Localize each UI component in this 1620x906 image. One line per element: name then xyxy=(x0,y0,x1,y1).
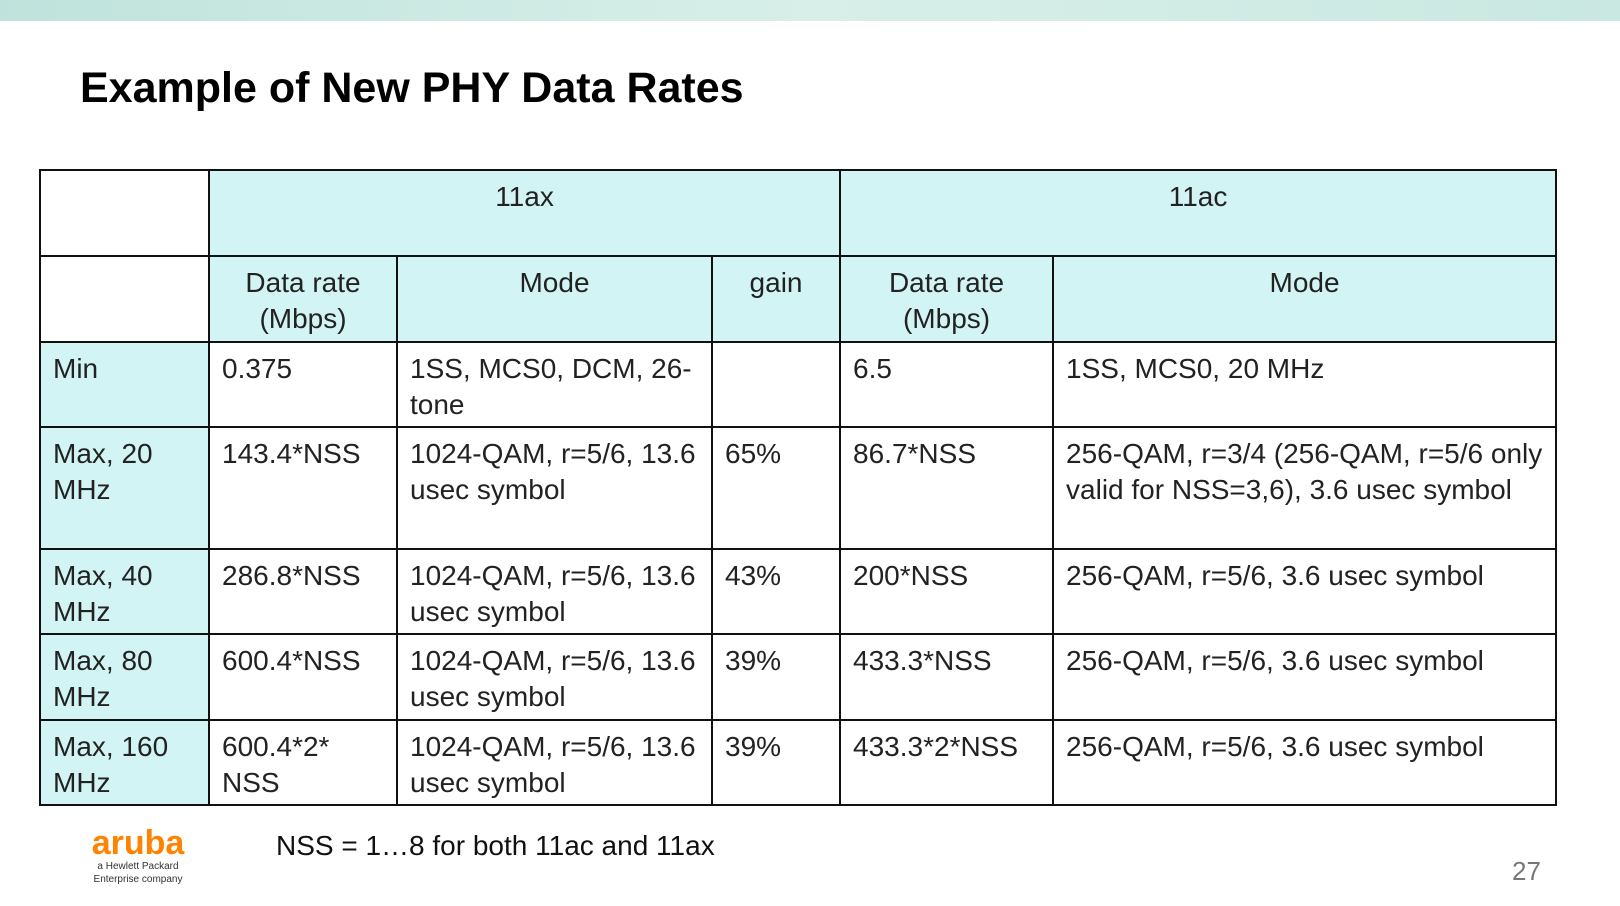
table-cell: 433.3*NSS xyxy=(839,633,1055,721)
page-number: 27 xyxy=(1512,856,1541,886)
table-cell: 1024-QAM, r=5/6, 13.6 usec symbol xyxy=(396,719,713,806)
table-cell: 256-QAM, r=5/6, 3.6 usec symbol xyxy=(1052,548,1558,635)
table-cell: 1024-QAM, r=5/6, 13.6 usec symbol xyxy=(396,633,713,721)
table-cell: Data rate (Mbps) xyxy=(208,255,398,343)
table-cell: 600.4*NSS xyxy=(208,633,398,721)
table-cell: 1024-QAM, r=5/6, 13.6 usec symbol xyxy=(396,548,713,635)
rates-table: 11ax 11ac Data rate (Mbps) Mode gain Data rat… xyxy=(39,169,1558,806)
logo: aruba a Hewlett Packard Enterprise compa… xyxy=(78,826,198,886)
table-cell: 39% xyxy=(710,633,842,721)
table-cell: Max, 160 MHz xyxy=(39,719,210,806)
table-cell xyxy=(710,341,842,428)
table-cell: 86.7*NSS xyxy=(839,426,1055,550)
table-cell: Max, 20 MHz xyxy=(39,426,210,550)
table-cell: Min xyxy=(39,341,210,428)
footnote: NSS = 1…8 for both 11ac and 11ax xyxy=(276,830,715,861)
table-cell: 600.4*2* NSS xyxy=(208,719,398,806)
table-row: Max, 160 MHz 600.4*2* NSS 1024-QAM, r=5/6,… xyxy=(39,719,1558,806)
table-row: Data rate (Mbps) Mode gain Data rate (Mbps)… xyxy=(39,255,1558,343)
table-cell: 433.3*2*NSS xyxy=(839,719,1055,806)
table-cell: 11ax xyxy=(207,169,842,257)
table-row: 11ax 11ac xyxy=(39,169,1558,257)
table-cell xyxy=(39,255,210,343)
top-bar xyxy=(0,0,1620,21)
table-cell: 256-QAM, r=3/4 (256-QAM, r=5/6 only vali… xyxy=(1052,426,1558,550)
table-cell: Max, 80 MHz xyxy=(39,633,210,721)
table-cell: 65% xyxy=(710,426,842,550)
table-row: Max, 40 MHz 286.8*NSS 1024-QAM, r=5/6, 13.… xyxy=(39,548,1558,635)
table-cell: Max, 40 MHz xyxy=(39,548,210,635)
table-cell: 6.5 xyxy=(839,341,1055,428)
table-row: Max, 20 MHz 143.4*NSS 1024-QAM, r=5/6, 13.… xyxy=(39,426,1558,550)
table-cell: Data rate (Mbps) xyxy=(839,255,1055,343)
table-cell: 43% xyxy=(710,548,842,635)
table-cell: 1SS, MCS0, 20 MHz xyxy=(1052,341,1558,428)
table-row: Min 0.375 1SS, MCS0, DCM, 26-tone 6.5 1SS, M… xyxy=(39,341,1558,428)
table-cell: 256-QAM, r=5/6, 3.6 usec symbol xyxy=(1052,633,1558,721)
slide-title: Example of New PHY Data Rates xyxy=(80,64,744,112)
table-cell: 143.4*NSS xyxy=(208,426,398,550)
table-cell: Mode xyxy=(396,255,713,343)
logo-brand: aruba xyxy=(91,824,185,862)
table-cell: gain xyxy=(710,255,842,343)
table-cell: 286.8*NSS xyxy=(208,548,398,635)
table-cell: 1SS, MCS0, DCM, 26-tone xyxy=(396,341,713,428)
table-cell: Mode xyxy=(1052,255,1558,343)
logo-tagline: a Hewlett Packard Enterprise company xyxy=(93,861,183,885)
table-cell: 256-QAM, r=5/6, 3.6 usec symbol xyxy=(1052,719,1558,806)
table-cell xyxy=(39,169,210,257)
table-cell: 200*NSS xyxy=(839,548,1055,635)
table-cell: 11ac xyxy=(839,169,1558,257)
table-cell: 39% xyxy=(710,719,842,806)
table-cell: 1024-QAM, r=5/6, 13.6 usec symbol xyxy=(396,426,713,550)
table-row: Max, 80 MHz 600.4*NSS 1024-QAM, r=5/6, 13.… xyxy=(39,633,1558,721)
table-cell: 0.375 xyxy=(208,341,398,428)
